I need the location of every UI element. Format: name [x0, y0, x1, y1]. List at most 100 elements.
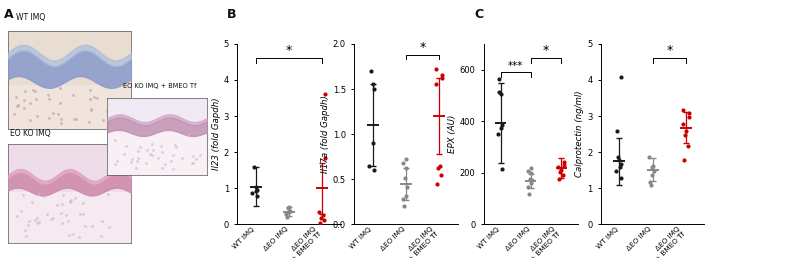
Point	[11, 104, 24, 108]
Text: WT IMQ: WT IMQ	[16, 13, 45, 22]
Point	[102, 192, 115, 196]
Point	[32, 192, 45, 196]
Point	[140, 161, 153, 165]
Point	[246, 191, 259, 195]
Point	[682, 111, 695, 115]
Y-axis label: EPX (AU): EPX (AU)	[448, 115, 457, 153]
Point	[76, 201, 89, 205]
Point	[431, 166, 444, 171]
Point	[611, 155, 624, 159]
Point	[20, 233, 33, 238]
Point	[30, 216, 43, 220]
Point	[132, 149, 145, 153]
Point	[46, 111, 59, 116]
Point	[435, 74, 448, 78]
Point	[521, 169, 534, 173]
Point	[86, 224, 99, 228]
Point	[521, 185, 534, 189]
Point	[282, 206, 295, 210]
Point	[187, 160, 200, 165]
Point	[96, 118, 109, 123]
Point	[363, 164, 376, 168]
Point	[143, 151, 156, 156]
Text: *: *	[286, 44, 292, 58]
Point	[430, 83, 443, 87]
Point	[433, 164, 446, 168]
Point	[251, 194, 263, 198]
Point	[611, 129, 624, 133]
Point	[54, 101, 67, 105]
Point	[396, 161, 409, 165]
Point	[318, 92, 331, 96]
Point	[54, 86, 67, 90]
Point	[493, 77, 505, 81]
Point	[10, 213, 23, 217]
Point	[54, 121, 67, 125]
Point	[84, 98, 96, 102]
Point	[47, 216, 60, 220]
Point	[557, 160, 570, 164]
Point	[313, 210, 326, 214]
Point	[61, 219, 74, 223]
Point	[367, 141, 380, 145]
Point	[677, 122, 689, 126]
Point	[129, 166, 142, 170]
Point	[435, 76, 448, 80]
Point	[168, 143, 181, 147]
Point	[134, 145, 146, 149]
Point	[366, 83, 379, 87]
Point	[491, 132, 504, 136]
Point	[496, 123, 509, 127]
Point	[494, 92, 507, 96]
Bar	[8, 85, 131, 129]
Point	[396, 197, 409, 201]
Point	[316, 213, 329, 217]
Point	[283, 210, 295, 214]
Point	[677, 108, 689, 112]
Point	[17, 193, 29, 197]
Point	[613, 158, 626, 162]
Point	[401, 184, 414, 189]
Point	[368, 87, 380, 91]
Point	[43, 116, 56, 120]
Point	[524, 176, 537, 181]
Point	[26, 88, 39, 92]
Point	[107, 103, 120, 107]
Point	[156, 150, 169, 155]
Point	[63, 233, 76, 237]
Point	[249, 184, 262, 189]
Point	[166, 153, 179, 157]
Point	[552, 165, 564, 169]
Point	[18, 89, 31, 93]
Point	[120, 144, 133, 148]
Point	[190, 157, 203, 162]
Point	[54, 211, 67, 215]
Point	[682, 115, 695, 119]
Point	[556, 173, 569, 177]
Point	[400, 157, 412, 162]
Point	[681, 144, 694, 148]
Point	[166, 167, 179, 171]
Point	[105, 101, 118, 105]
Point	[141, 148, 154, 152]
Point	[114, 117, 127, 121]
Point	[60, 213, 72, 217]
Point	[57, 193, 69, 197]
Point	[45, 217, 57, 221]
Point	[28, 218, 41, 222]
Point	[10, 95, 22, 99]
Point	[25, 200, 38, 205]
Point	[29, 97, 42, 101]
Point	[159, 162, 172, 166]
Point	[610, 169, 622, 173]
Bar	[107, 133, 207, 175]
Point	[84, 88, 97, 93]
Point	[54, 117, 67, 121]
Point	[155, 166, 168, 170]
Point	[108, 162, 121, 166]
Point	[525, 171, 537, 175]
Point	[105, 120, 118, 124]
Point	[37, 194, 50, 198]
Point	[523, 192, 536, 196]
Bar	[8, 191, 131, 243]
